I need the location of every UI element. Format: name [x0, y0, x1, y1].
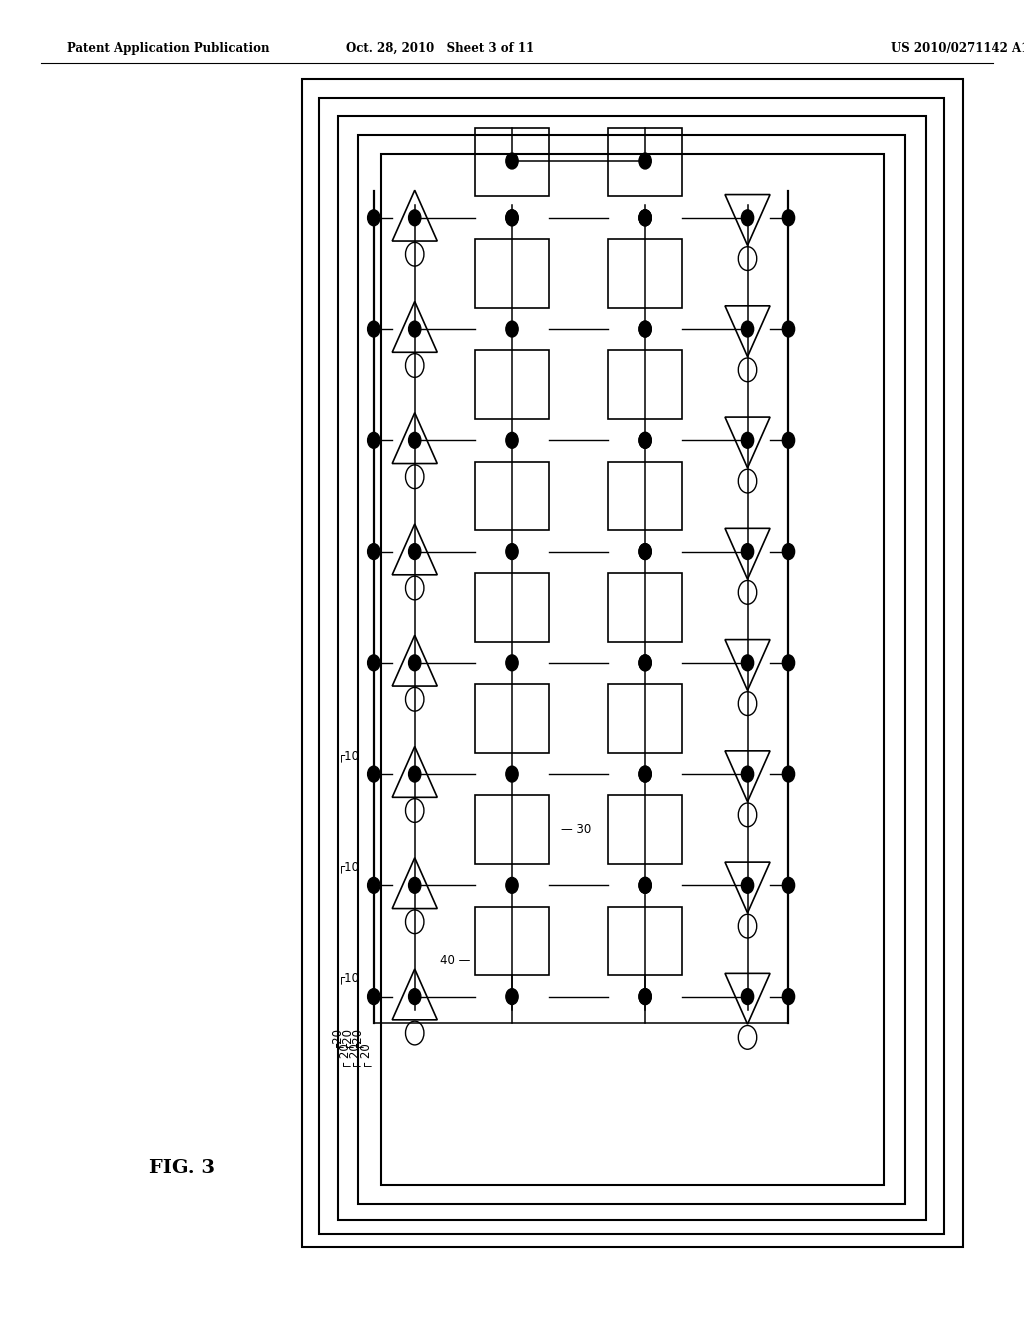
Circle shape: [506, 433, 518, 449]
Circle shape: [741, 655, 754, 671]
Bar: [475, 462, 549, 531]
Circle shape: [639, 433, 651, 449]
Circle shape: [368, 544, 380, 560]
Bar: [608, 350, 682, 418]
Circle shape: [639, 544, 651, 560]
Bar: [319, 98, 944, 1234]
Bar: [338, 116, 926, 1220]
Text: ┌20: ┌20: [328, 1026, 341, 1047]
Circle shape: [506, 655, 518, 671]
Circle shape: [368, 766, 380, 781]
Circle shape: [639, 989, 651, 1005]
Bar: [608, 239, 682, 308]
Circle shape: [639, 878, 651, 894]
Circle shape: [639, 433, 651, 449]
Bar: [475, 350, 549, 418]
Circle shape: [639, 210, 651, 226]
Circle shape: [506, 153, 518, 169]
Bar: [608, 573, 682, 642]
Circle shape: [639, 989, 651, 1005]
Circle shape: [741, 989, 754, 1005]
Circle shape: [782, 766, 795, 781]
Circle shape: [639, 878, 651, 894]
Text: ┌ 20: ┌ 20: [359, 1043, 372, 1069]
Circle shape: [741, 766, 754, 781]
Circle shape: [409, 210, 421, 226]
Circle shape: [368, 655, 380, 671]
Text: ┌ 20: ┌ 20: [349, 1043, 361, 1069]
Circle shape: [741, 433, 754, 449]
Circle shape: [368, 878, 380, 894]
Bar: [475, 573, 549, 642]
Circle shape: [409, 321, 421, 337]
Circle shape: [741, 544, 754, 560]
Circle shape: [782, 210, 795, 226]
Bar: [358, 135, 905, 1204]
Circle shape: [409, 989, 421, 1005]
Circle shape: [782, 321, 795, 337]
Text: — 30: — 30: [561, 824, 592, 836]
Text: ┌20: ┌20: [348, 1026, 361, 1047]
Circle shape: [639, 655, 651, 671]
Circle shape: [639, 544, 651, 560]
Text: ┌ 20: ┌ 20: [339, 1043, 351, 1069]
Circle shape: [639, 210, 651, 226]
Text: Patent Application Publication: Patent Application Publication: [67, 42, 269, 55]
Text: FIG. 3: FIG. 3: [150, 1159, 215, 1177]
Bar: [608, 796, 682, 865]
Text: ┌10: ┌10: [338, 972, 359, 985]
Circle shape: [639, 153, 651, 169]
Bar: [381, 154, 884, 1185]
Text: ┌10: ┌10: [338, 750, 359, 762]
Circle shape: [409, 766, 421, 781]
Bar: [608, 684, 682, 752]
Text: ┌10: ┌10: [338, 861, 359, 874]
Bar: [608, 462, 682, 531]
Circle shape: [506, 321, 518, 337]
Circle shape: [782, 989, 795, 1005]
Circle shape: [782, 655, 795, 671]
Circle shape: [409, 878, 421, 894]
Circle shape: [506, 989, 518, 1005]
Circle shape: [409, 433, 421, 449]
Circle shape: [639, 655, 651, 671]
Circle shape: [368, 210, 380, 226]
Bar: [608, 907, 682, 975]
Circle shape: [506, 766, 518, 781]
Circle shape: [506, 544, 518, 560]
Circle shape: [639, 766, 651, 781]
Circle shape: [506, 878, 518, 894]
Circle shape: [639, 210, 651, 226]
Bar: [475, 239, 549, 308]
Circle shape: [782, 878, 795, 894]
Bar: [475, 796, 549, 865]
Circle shape: [782, 433, 795, 449]
Circle shape: [368, 321, 380, 337]
Circle shape: [506, 210, 518, 226]
Text: US 2010/0271142 A1: US 2010/0271142 A1: [891, 42, 1024, 55]
Circle shape: [741, 210, 754, 226]
Bar: [475, 907, 549, 975]
Text: Oct. 28, 2010   Sheet 3 of 11: Oct. 28, 2010 Sheet 3 of 11: [346, 42, 535, 55]
Bar: [475, 684, 549, 752]
Circle shape: [368, 433, 380, 449]
Text: ┌20: ┌20: [338, 1026, 351, 1047]
Circle shape: [782, 544, 795, 560]
Circle shape: [409, 544, 421, 560]
Bar: [475, 128, 549, 197]
Circle shape: [639, 321, 651, 337]
Circle shape: [506, 210, 518, 226]
Bar: [302, 79, 963, 1247]
Circle shape: [368, 989, 380, 1005]
Bar: [608, 128, 682, 197]
Circle shape: [409, 655, 421, 671]
Circle shape: [639, 766, 651, 781]
Circle shape: [741, 321, 754, 337]
Circle shape: [639, 321, 651, 337]
Text: 40 —: 40 —: [439, 954, 470, 968]
Circle shape: [741, 878, 754, 894]
